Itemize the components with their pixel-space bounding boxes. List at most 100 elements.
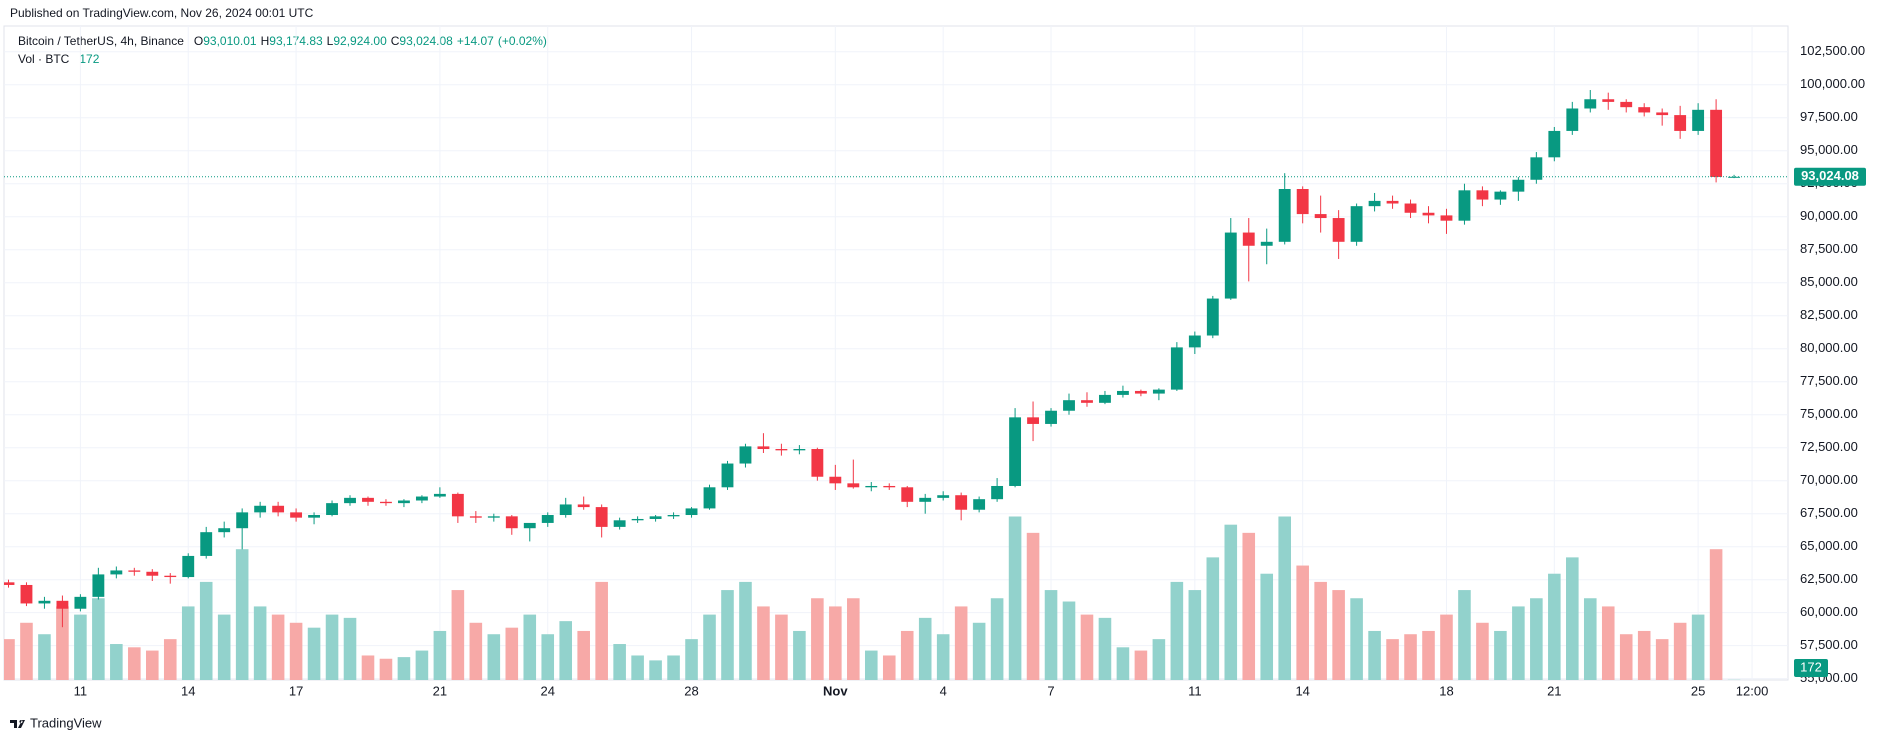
y-tick-label: 70,000.00 [1800, 472, 1858, 487]
volume-bar [1601, 606, 1615, 680]
volume-label-box [1794, 659, 1828, 677]
volume-bar [56, 606, 69, 680]
volume-bar [253, 606, 267, 680]
volume-bar [38, 634, 51, 680]
candle-body [469, 516, 482, 518]
volume-bar [1278, 516, 1291, 680]
symbol: Bitcoin / TetherUS, 4h, Binance [18, 34, 184, 48]
volume-bar [74, 614, 87, 680]
x-tick-label: 17 [289, 683, 303, 698]
volume-bar [1008, 516, 1022, 680]
y-tick-label: 90,000.00 [1800, 208, 1858, 223]
candle-body [1422, 212, 1435, 216]
volume-bar [199, 581, 213, 680]
volume-title: Vol · BTC [18, 52, 70, 66]
volume-bar [1530, 598, 1543, 680]
candle-body [757, 446, 770, 450]
volume-bar [4, 639, 15, 680]
candle-body [74, 596, 87, 609]
x-tick-label: 4 [940, 683, 947, 698]
candle-body [218, 528, 231, 533]
x-tick-label: 25 [1691, 683, 1705, 698]
last-price-box [1794, 167, 1866, 186]
candle-body [847, 483, 860, 488]
volume-bar [1242, 532, 1256, 680]
candle-body [1117, 390, 1129, 395]
x-tick-label: 18 [1439, 683, 1453, 698]
candle-body [1009, 417, 1022, 486]
volume-bar [1673, 622, 1687, 680]
candle-body [1368, 200, 1381, 207]
candle-body [236, 512, 249, 529]
volume-bar [667, 655, 680, 680]
y-tick-label: 62,500.00 [1800, 571, 1858, 586]
y-tick-label: 95,000.00 [1800, 142, 1858, 157]
volume-bar [1583, 598, 1597, 680]
volume-bar [1566, 557, 1579, 680]
candle-body [1242, 232, 1255, 246]
candle-body [1224, 232, 1237, 299]
candle-body [1350, 206, 1363, 242]
candle-body [308, 515, 320, 518]
volume-bar [1134, 650, 1148, 680]
candle-body [164, 575, 177, 578]
change: +14.07 [456, 34, 494, 48]
candle-body [667, 515, 680, 517]
volume-bar [128, 647, 141, 680]
candle-body [398, 500, 410, 504]
candle-body [1566, 108, 1579, 131]
candle-body [1512, 179, 1525, 192]
volume-legend: Vol · BTC 172 [18, 52, 99, 66]
candle-body [505, 516, 518, 529]
candle-body [937, 495, 950, 498]
volume-bar [631, 655, 644, 680]
candle-body [1045, 410, 1057, 424]
pane-border [3, 25, 1789, 681]
candle-body [128, 570, 141, 572]
ohlc-value: 92,924.00 [333, 34, 387, 48]
volume-bar [954, 606, 968, 680]
candle-body [1494, 191, 1507, 200]
y-tick-label: 77,500.00 [1800, 373, 1858, 388]
y-tick-label: 97,500.00 [1800, 109, 1858, 124]
candle-body [919, 497, 932, 502]
candle-body [1260, 241, 1273, 246]
y-tick-label: 65,000.00 [1800, 538, 1858, 553]
volume-bar [1332, 590, 1345, 680]
candle-body [1170, 347, 1183, 390]
volume-bar [110, 644, 123, 680]
candle-body [523, 522, 536, 529]
y-tick-label: 80,000.00 [1800, 340, 1858, 355]
volume-bar [829, 606, 842, 680]
volume-bar [882, 655, 896, 680]
candle-body [595, 507, 608, 527]
x-tick-label: 21 [433, 683, 447, 698]
candle-body [20, 584, 33, 604]
x-tick-label: 11 [1188, 683, 1202, 698]
volume-bar [1026, 532, 1040, 680]
volume-bar [559, 621, 573, 680]
volume-bar [361, 655, 375, 680]
volume-bar [289, 622, 303, 680]
candle-body [559, 504, 572, 516]
ohlc-key: C [390, 34, 400, 48]
candle-body [487, 516, 500, 518]
volume-bar [1422, 630, 1435, 680]
volume-bar [433, 630, 447, 680]
x-tick-label: 14 [1295, 683, 1309, 698]
volume-bar [757, 606, 770, 680]
y-tick-label: 60,000.00 [1800, 604, 1858, 619]
y-tick-label: 102,500.00 [1800, 43, 1865, 58]
ohlc-key: L [326, 34, 334, 48]
candle-body [146, 571, 159, 576]
volume-bars [4, 516, 1741, 680]
y-tick-label: 67,500.00 [1800, 505, 1858, 520]
candle-body [541, 515, 554, 523]
price-axis: 55,000.0057,500.0060,000.0062,500.0065,0… [1794, 43, 1866, 685]
candle-body [1548, 130, 1561, 158]
volume-bar [900, 630, 914, 680]
candle-body [1440, 215, 1453, 221]
volume-bar [1260, 573, 1274, 680]
